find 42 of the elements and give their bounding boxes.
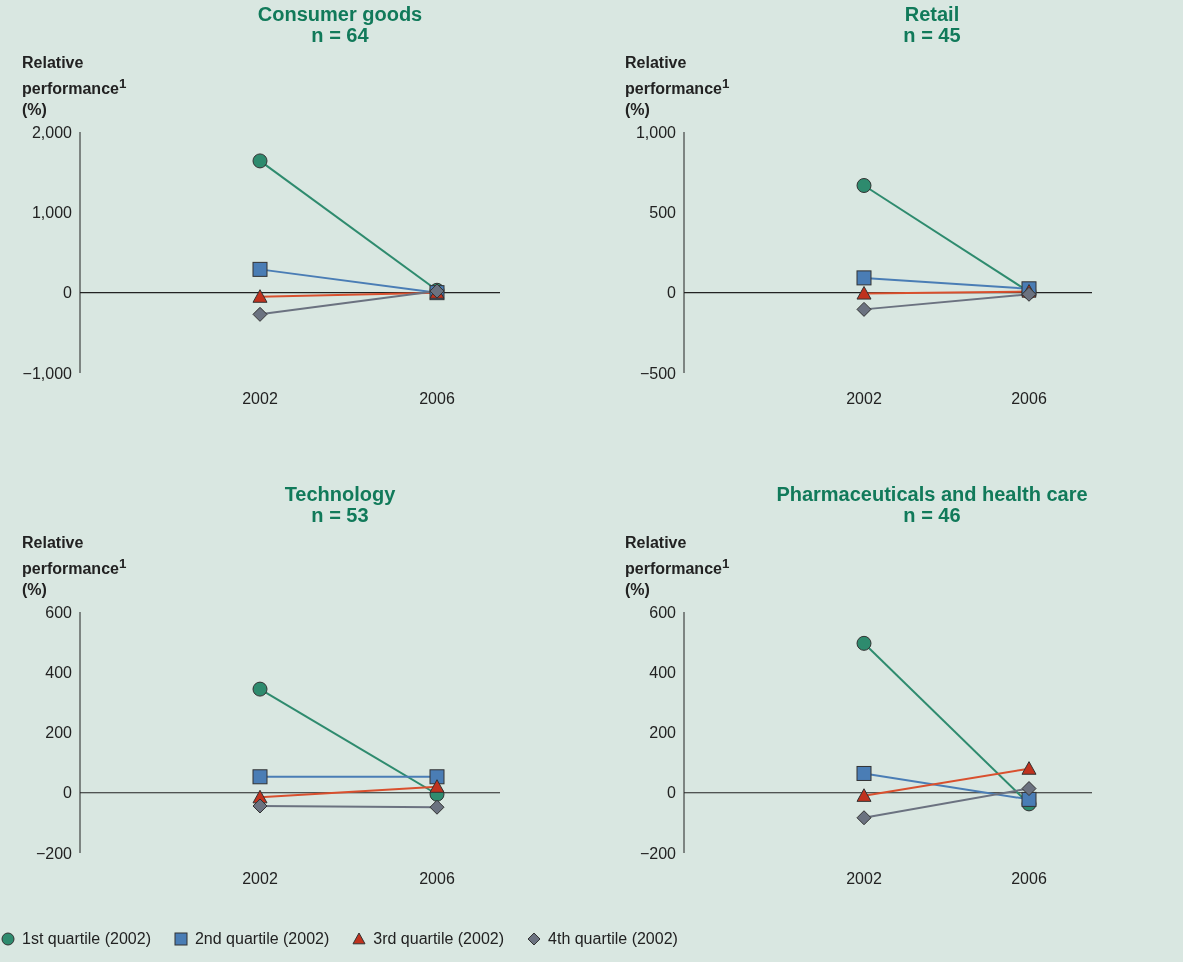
y-tick-label: 0 (667, 784, 677, 802)
y-tick-label: 600 (649, 603, 677, 621)
x-tick-label: 2006 (1011, 390, 1047, 408)
text: Relative performance$^{1}$ (%) (22, 534, 127, 599)
y-tick-label: 2,000 (31, 123, 73, 141)
y-tick-label: 1,000 (635, 123, 677, 141)
chart-title: Technology (283, 483, 397, 505)
y-tick-label: 1,000 (31, 204, 73, 222)
y-tick-label: −200 (639, 844, 677, 862)
legend-label: 2nd quartile (2002) (194, 930, 330, 948)
x-tick-label: 2006 (419, 390, 455, 408)
y-tick-label: 400 (45, 663, 73, 681)
x-tick-label: 2006 (419, 870, 455, 888)
y-tick-label: 400 (649, 663, 677, 681)
x-tick-label: 2002 (242, 870, 278, 888)
y-tick-label: 0 (63, 284, 73, 302)
y-tick-label: 500 (649, 204, 677, 222)
y-tick-label: 0 (667, 284, 677, 302)
chart-title: Retail (903, 3, 961, 25)
text: Relative performance$^{1}$ (%) (625, 534, 730, 599)
chart-subtitle: n = 64 (310, 24, 369, 46)
y-tick-label: −1,000 (22, 364, 73, 382)
y-tick-label: −200 (35, 844, 73, 862)
y-tick-label: 200 (649, 724, 677, 742)
chart-subtitle: n = 53 (311, 504, 369, 526)
x-tick-label: 2006 (1011, 870, 1047, 888)
x-tick-label: 2002 (846, 870, 882, 888)
text: Relative performance$^{1}$ (%) (22, 54, 127, 119)
x-tick-label: 2002 (846, 390, 882, 408)
chart-title: Pharmaceuticals and health care (775, 483, 1089, 505)
chart-title: Consumer goods (256, 3, 424, 25)
y-tick-label: −500 (639, 364, 677, 382)
y-tick-label: 0 (63, 784, 73, 802)
y-tick-label: 200 (45, 724, 73, 742)
legend-label: 3rd quartile (2002) (373, 930, 505, 948)
chart-subtitle: n = 45 (902, 24, 962, 46)
text: Relative performance$^{1}$ (%) (625, 54, 730, 119)
chart-subtitle: n = 46 (902, 504, 962, 526)
y-tick-label: 600 (45, 603, 73, 621)
legend-label: 1st quartile (2002) (22, 930, 151, 948)
x-tick-label: 2002 (242, 390, 278, 408)
legend-label: 4th quartile (2002) (548, 930, 678, 948)
